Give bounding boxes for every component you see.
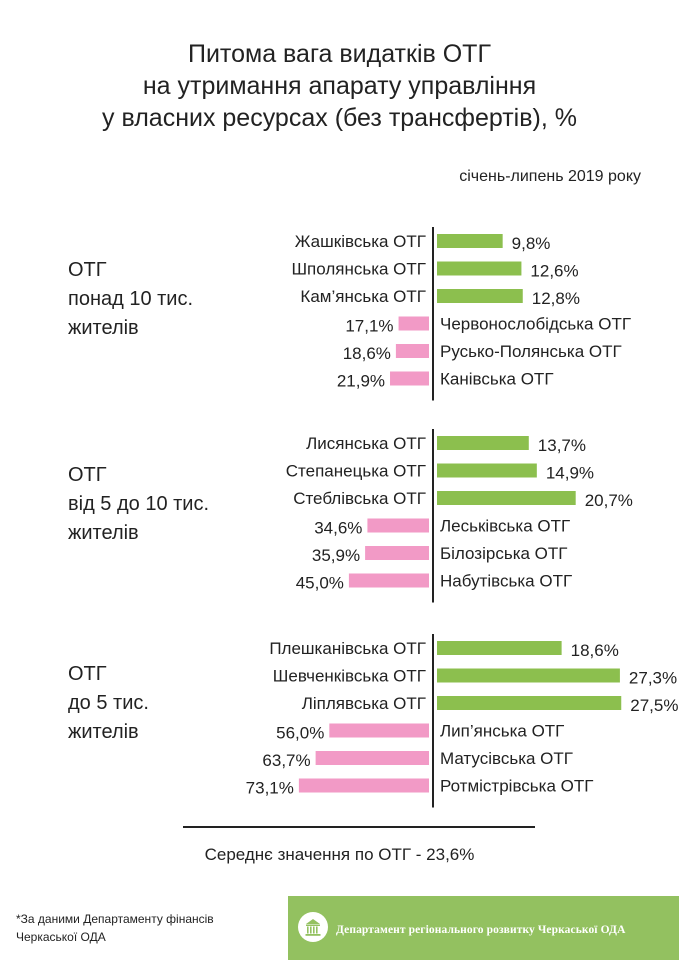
bar-green (437, 491, 576, 505)
bar-green (437, 696, 622, 710)
bar-pink (348, 573, 429, 588)
data-label: 17,1% (345, 317, 393, 336)
footnote-line: *За даними Департаменту фінансів (16, 912, 214, 926)
data-label: 27,3% (629, 669, 677, 688)
category-label: Жашківська ОТГ (295, 232, 426, 251)
bar-pink (365, 546, 429, 560)
average-value: Середнє значення по ОТГ - 23,6% (204, 845, 475, 864)
chart-subtitle: січень-липень 2019 року (459, 168, 641, 185)
data-label: 18,6% (571, 641, 619, 660)
bar-pink (398, 316, 429, 331)
group-label-line: ОТГ (68, 259, 107, 281)
group-label-line: до 5 тис. (68, 692, 149, 714)
category-label: Шполянська ОТГ (291, 260, 426, 279)
data-label: 18,6% (343, 344, 391, 363)
data-label: 21,9% (337, 372, 385, 391)
category-label: Набутівська ОТГ (440, 572, 572, 591)
bar-pink (395, 344, 429, 358)
category-label: Матусівська ОТГ (440, 749, 573, 768)
data-label: 34,6% (314, 519, 362, 538)
category-label: Канівська ОТГ (440, 370, 554, 389)
footnote: *За даними Департаменту фінансів Черкась… (16, 910, 214, 946)
group-label-line: від 5 до 10 тис. (68, 493, 210, 515)
bar-pink (367, 518, 429, 533)
group-label-line: жителів (68, 522, 139, 544)
footnote-line: Черкаської ОДА (16, 930, 106, 944)
title-line-3: у власних ресурсах (без трансфертів), % (102, 104, 577, 132)
data-label: 73,1% (246, 779, 294, 798)
chart-title: Питома вага видатків ОТГ на утримання ап… (0, 38, 679, 134)
data-label: 12,8% (532, 289, 580, 308)
bar-green (437, 436, 529, 450)
category-label: Степанецька ОТГ (286, 462, 426, 481)
data-label: 13,7% (538, 436, 586, 455)
title-line-1: Питома вага видатків ОТГ (188, 40, 491, 68)
category-label: Стеблівська ОТГ (293, 489, 426, 508)
bar-green (437, 463, 537, 478)
bar-pink (315, 751, 429, 765)
category-label: Русько-Полянська ОТГ (440, 342, 622, 361)
category-label: Кам’янська ОТГ (300, 287, 426, 306)
bar-green (437, 641, 562, 655)
group-label-5-10k: ОТГ від 5 до 10 тис. жителів (68, 461, 209, 548)
footer-department-name: Департамент регіонального розвитку Черка… (336, 924, 626, 936)
group-label-line: понад 10 тис. (68, 288, 194, 310)
bar-pink (390, 371, 429, 386)
data-label: 20,7% (585, 491, 633, 510)
footer-banner: Департамент регіонального розвитку Черка… (288, 896, 679, 960)
category-label: Ротмістрівська ОТГ (440, 777, 593, 796)
category-label: Червонослобідська ОТГ (440, 315, 631, 334)
bar-green (437, 261, 522, 276)
data-label: 63,7% (262, 751, 310, 770)
data-label: 9,8% (512, 234, 551, 253)
group-label-line: ОТГ (68, 663, 107, 685)
data-label: 27,5% (630, 696, 678, 715)
bar-green (437, 289, 523, 303)
data-label: 12,6% (530, 262, 578, 281)
average-divider (183, 826, 535, 828)
category-label: Білозірська ОТГ (440, 544, 568, 563)
group-label-under-5k: ОТГ до 5 тис. жителів (68, 660, 149, 747)
group-label-line: ОТГ (68, 464, 107, 486)
group-label-over-10k: ОТГ понад 10 тис. жителів (68, 256, 193, 343)
category-label: Лисянська ОТГ (306, 434, 426, 453)
bar-pink (298, 778, 429, 793)
category-label: Шевченківська ОТГ (273, 667, 426, 686)
group-label-line: жителів (68, 317, 139, 339)
government-building-icon (298, 912, 328, 942)
category-label: Плешканівська ОТГ (269, 639, 426, 658)
data-label: 35,9% (312, 546, 360, 565)
bar-green (437, 668, 620, 683)
bar-pink (329, 723, 429, 738)
data-label: 45,0% (296, 574, 344, 593)
category-label: Леськівська ОТГ (440, 517, 570, 536)
group-label-line: жителів (68, 721, 139, 743)
bar-chart: Жашківська ОТГ 9,8% Шполянська ОТГ 12,6% Кам… (246, 227, 678, 808)
title-line-2: на утримання апарату управління (142, 72, 537, 100)
data-label: 14,9% (546, 464, 594, 483)
data-label: 56,0% (276, 724, 324, 743)
bar-green (437, 234, 503, 248)
category-label: Ліплявська ОТГ (302, 694, 426, 713)
category-label: Лип’янська ОТГ (440, 722, 564, 741)
